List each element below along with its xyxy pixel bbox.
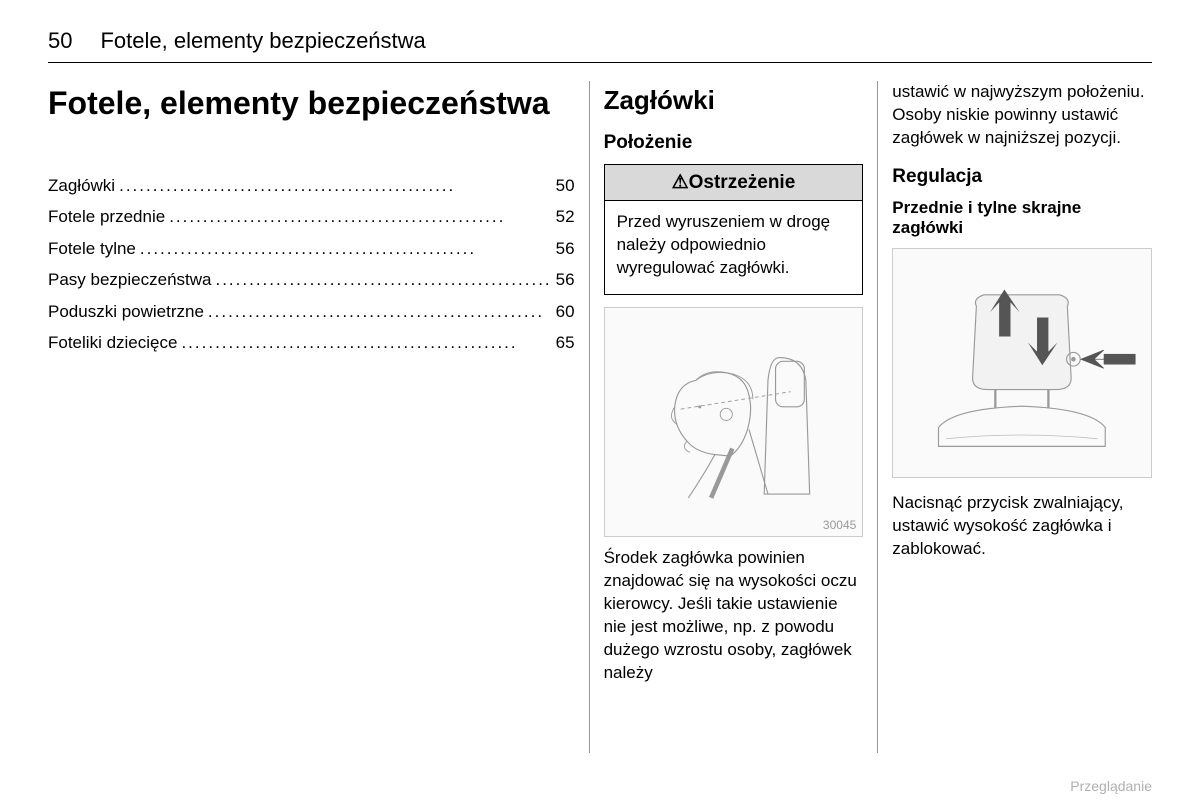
toc-row: Poduszki powietrzne ....................…	[48, 296, 575, 327]
page-number: 50	[48, 28, 72, 54]
toc-row: Pasy bezpieczeństwa ....................…	[48, 264, 575, 295]
toc-label: Foteliki dziecięce	[48, 327, 177, 358]
toc-page: 65	[556, 327, 575, 358]
warning-icon: ⚠	[672, 172, 689, 193]
headrest-position-illustration: 30045	[604, 307, 864, 537]
toc-page: 60	[556, 296, 575, 327]
content-columns: Fotele, elementy bezpieczeństwa Zagłówki…	[48, 81, 1152, 753]
chapter-title: Fotele, elementy bezpieczeństwa	[48, 85, 575, 122]
toc-dots: ........................................…	[119, 170, 552, 201]
toc-page: 50	[556, 170, 575, 201]
illustration-number: 30045	[823, 518, 856, 532]
toc-page: 52	[556, 201, 575, 232]
subsubsection-heading: Przednie i tylne skrajne zagłówki	[892, 198, 1152, 238]
body-paragraph: Środek zagłówka powinien znajdować się n…	[604, 547, 864, 685]
header-rule	[48, 62, 1152, 63]
toc-label: Poduszki powietrzne	[48, 296, 204, 327]
column-3: ustawić w najwyższym położeniu. Osoby ni…	[878, 81, 1152, 753]
warning-title: Ostrzeżenie	[689, 172, 796, 193]
column-1: Fotele, elementy bezpieczeństwa Zagłówki…	[48, 81, 589, 753]
table-of-contents: Zagłówki ...............................…	[48, 170, 575, 359]
toc-dots: ........................................…	[140, 233, 552, 264]
toc-dots: ........................................…	[181, 327, 551, 358]
warning-body: Przed wyruszeniem w drogę należy odpowie…	[605, 201, 863, 294]
subsection-heading: Regulacja	[892, 166, 1152, 188]
toc-row: Foteliki dziecięce .....................…	[48, 327, 575, 358]
warning-header: ⚠Ostrzeżenie	[605, 165, 863, 201]
toc-dots: ........................................…	[208, 296, 552, 327]
continued-paragraph: ustawić w najwyższym położeniu. Osoby ni…	[892, 81, 1152, 150]
toc-page: 56	[556, 264, 575, 295]
footer-label: Przeglądanie	[1070, 778, 1152, 794]
toc-dots: ........................................…	[169, 201, 551, 232]
column-2: Zagłówki Położenie ⚠Ostrzeżenie Przed wy…	[590, 81, 878, 753]
page-header: 50 Fotele, elementy bezpieczeństwa	[48, 28, 1152, 54]
warning-box: ⚠Ostrzeżenie Przed wyruszeniem w drogę n…	[604, 164, 864, 295]
toc-page: 56	[556, 233, 575, 264]
section-heading: Zagłówki	[604, 85, 864, 116]
toc-label: Fotele przednie	[48, 201, 165, 232]
toc-row: Fotele przednie ........................…	[48, 201, 575, 232]
toc-row: Fotele tylne ...........................…	[48, 233, 575, 264]
subsection-heading: Położenie	[604, 132, 864, 154]
toc-label: Zagłówki	[48, 170, 115, 201]
headrest-adjust-illustration	[892, 248, 1152, 478]
toc-label: Fotele tylne	[48, 233, 136, 264]
toc-dots: ........................................…	[215, 264, 551, 295]
toc-label: Pasy bezpieczeństwa	[48, 264, 211, 295]
toc-row: Zagłówki ...............................…	[48, 170, 575, 201]
header-title: Fotele, elementy bezpieczeństwa	[100, 28, 425, 54]
body-paragraph: Nacisnąć przycisk zwalniający, ustawić w…	[892, 492, 1152, 561]
